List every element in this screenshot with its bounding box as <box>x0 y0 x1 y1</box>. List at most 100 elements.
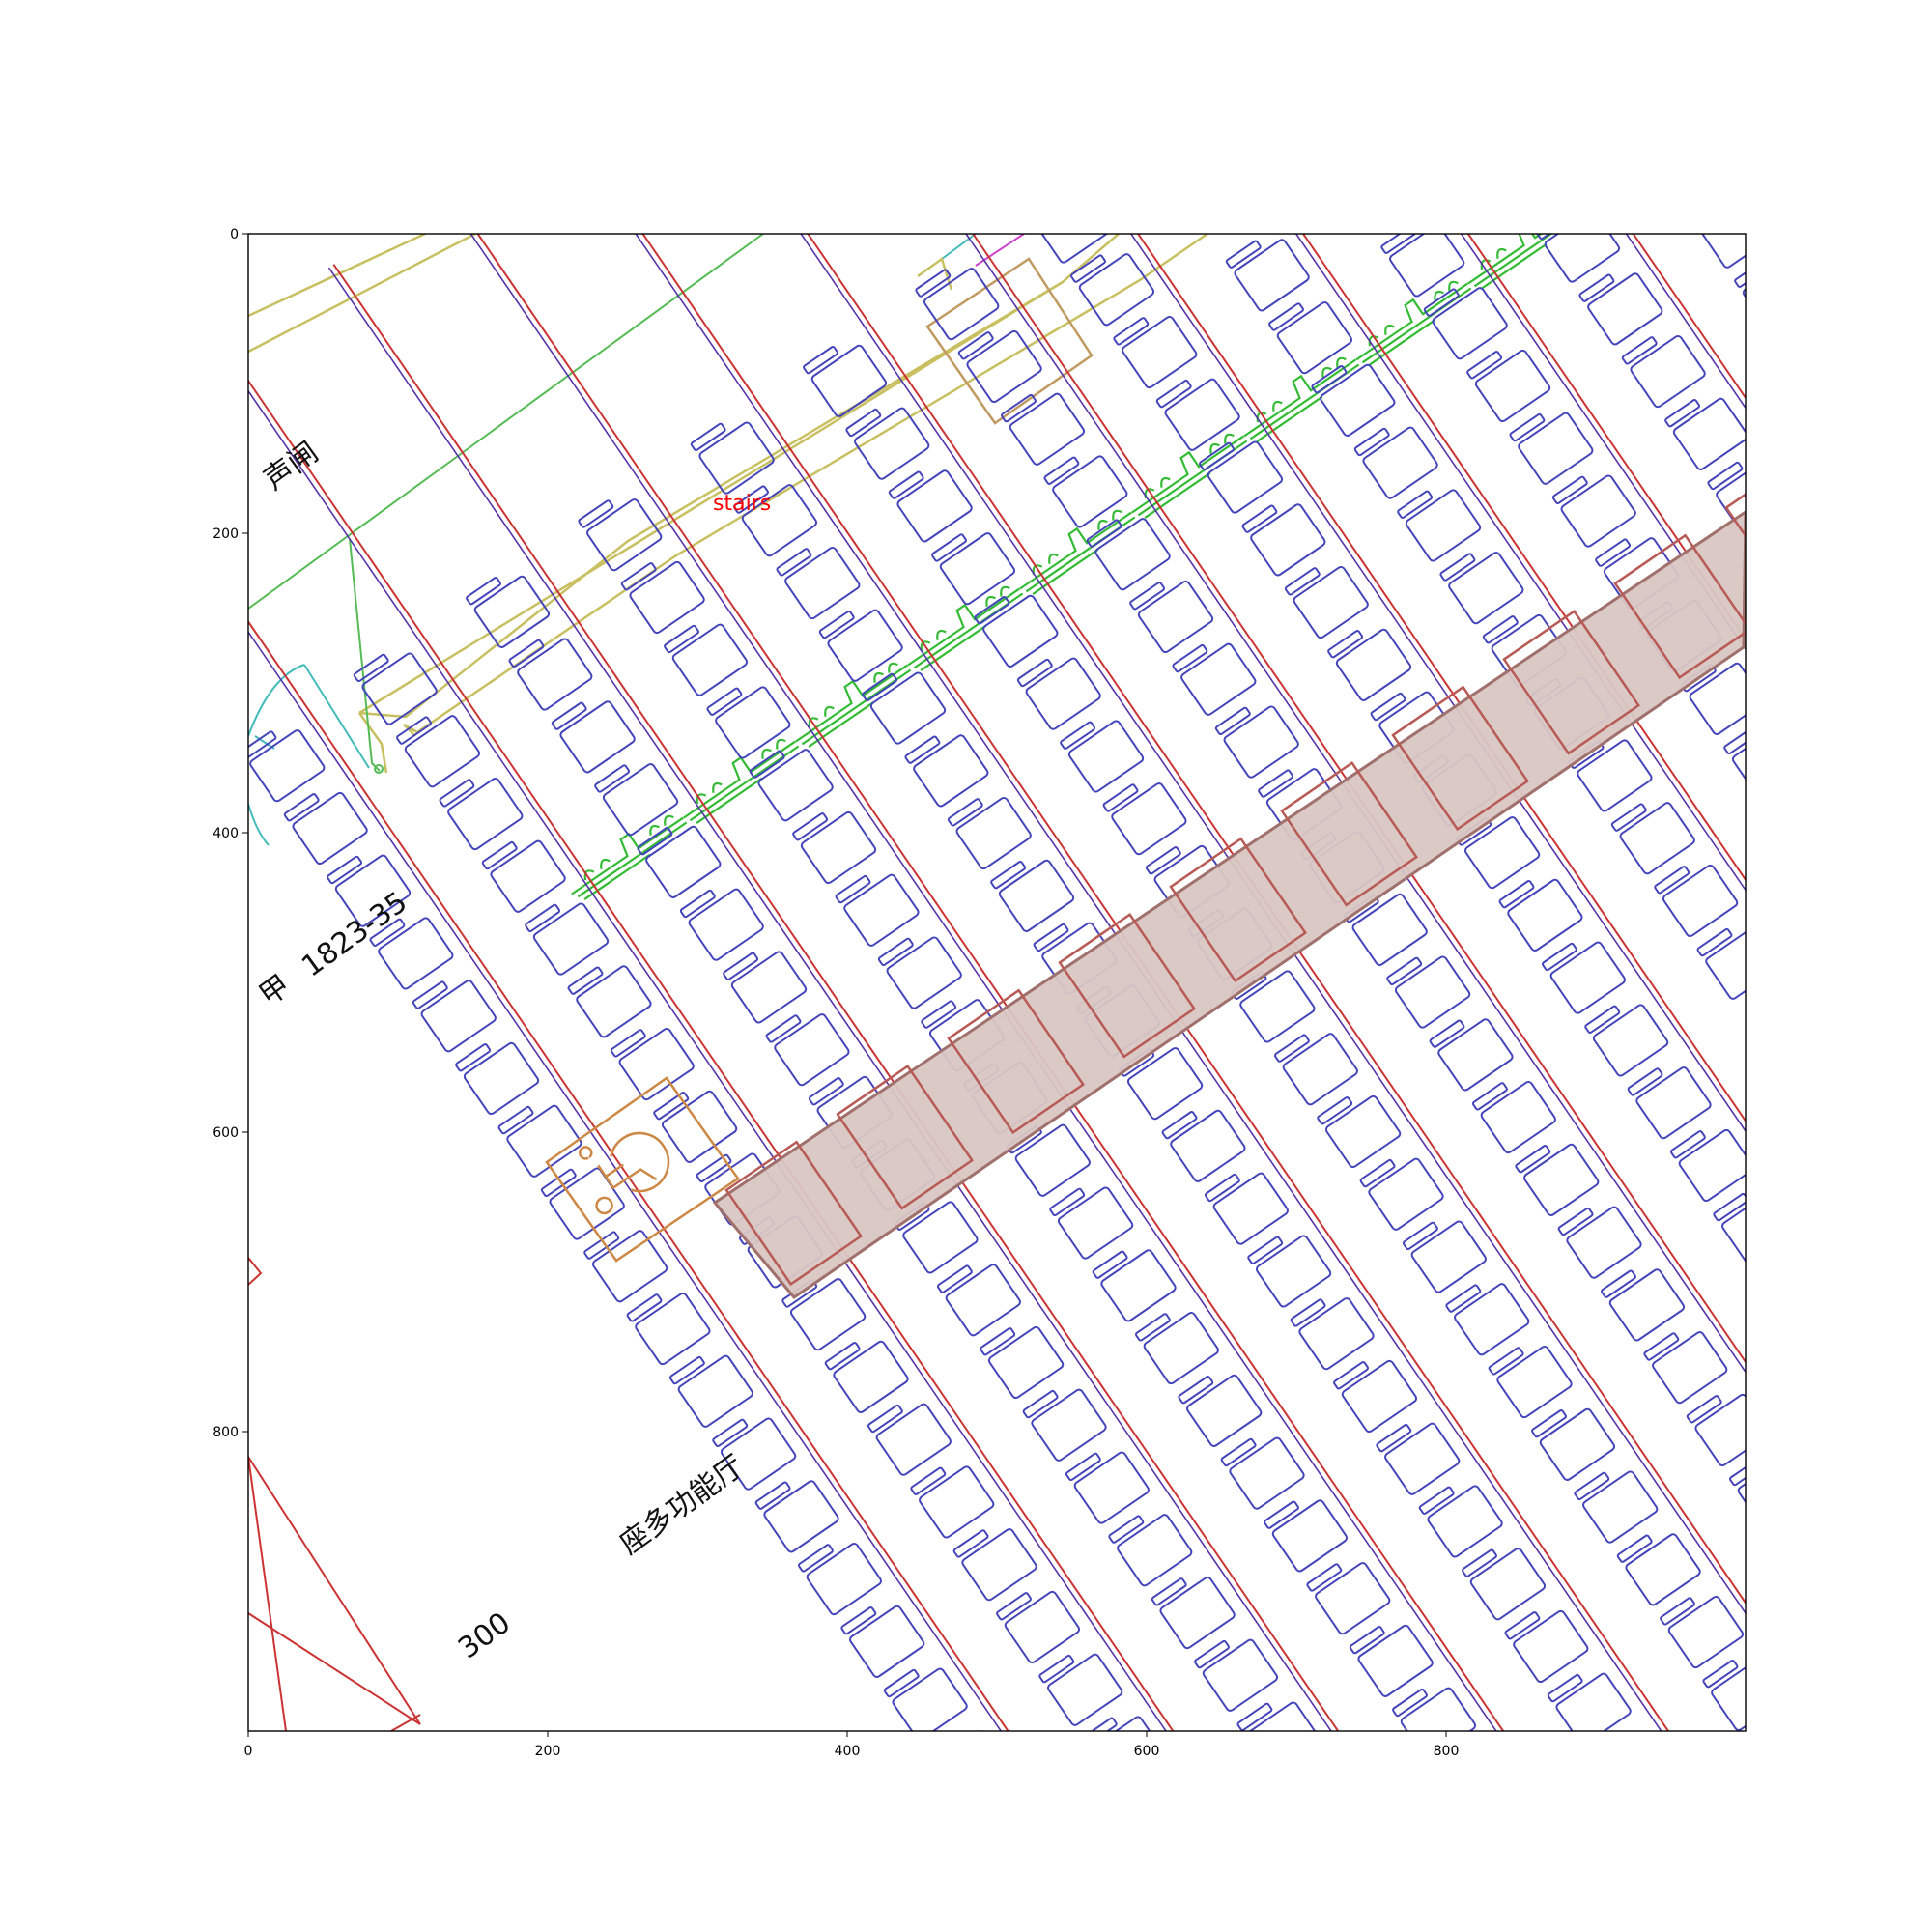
seat <box>620 560 705 635</box>
seat <box>1317 1094 1402 1169</box>
seat <box>1557 1206 1642 1279</box>
y-axis: 0 200 400 600 800 <box>213 227 248 1440</box>
stair-step <box>1169 837 1308 983</box>
seat <box>867 1403 952 1476</box>
seat <box>1386 955 1471 1029</box>
x-tick-0: 0 <box>244 1731 252 1759</box>
column-box <box>925 257 1094 425</box>
seat <box>1729 1456 1746 1529</box>
seat <box>1264 1499 1349 1573</box>
seat <box>1273 1033 1358 1106</box>
seat <box>1290 1297 1375 1371</box>
seat <box>797 1542 882 1616</box>
stair-step <box>836 1065 975 1210</box>
wheelchair-icon <box>579 1131 670 1215</box>
seat-grid <box>248 234 1746 1731</box>
seat <box>1509 412 1594 485</box>
partition-lines <box>248 234 1025 846</box>
seat <box>497 1104 582 1178</box>
seat <box>1584 1004 1669 1077</box>
seat <box>754 1480 839 1553</box>
stair-step <box>1280 761 1419 907</box>
seat <box>1734 258 1746 331</box>
svg-text:800: 800 <box>213 1425 239 1440</box>
svg-text:400: 400 <box>213 826 239 841</box>
x-tick-800: 800 <box>1434 1731 1460 1759</box>
seat <box>803 344 888 417</box>
seat <box>1397 489 1482 562</box>
seat <box>706 686 791 759</box>
seat <box>1199 440 1284 514</box>
seat <box>1471 1080 1556 1154</box>
seat <box>1429 1018 1514 1092</box>
seat <box>1392 1687 1477 1731</box>
seat <box>1574 1470 1659 1544</box>
seat <box>353 652 438 725</box>
seat <box>578 498 663 572</box>
seat <box>818 609 903 682</box>
seat <box>1086 518 1171 591</box>
railing <box>1243 356 1360 442</box>
seat <box>369 917 454 990</box>
svg-text:600: 600 <box>1134 1744 1160 1759</box>
seat <box>888 469 973 543</box>
seat <box>1376 1422 1461 1495</box>
railing <box>683 738 800 824</box>
seat <box>525 902 610 976</box>
seat <box>1359 1157 1444 1231</box>
seat <box>910 1465 995 1539</box>
seat <box>455 1041 540 1116</box>
seat <box>594 763 679 837</box>
stairs-annotation: stairs <box>713 492 771 516</box>
seat <box>1327 628 1412 701</box>
seat <box>792 810 877 885</box>
svg-text:200: 200 <box>535 1744 561 1759</box>
seat <box>1204 1172 1289 1245</box>
seat <box>1504 1609 1589 1684</box>
seat <box>1627 1066 1712 1140</box>
seat <box>749 749 834 822</box>
seat <box>1151 1576 1236 1650</box>
seat <box>1333 1359 1418 1434</box>
seat <box>883 1667 968 1731</box>
seat <box>1699 234 1746 269</box>
seat <box>1536 234 1621 283</box>
svg-text:800: 800 <box>1434 1744 1460 1759</box>
seat <box>947 796 1032 870</box>
seat <box>1155 378 1240 451</box>
x-tick-200: 200 <box>535 1731 561 1759</box>
seat <box>1418 1485 1503 1558</box>
seat <box>1621 334 1706 409</box>
seat <box>862 671 947 745</box>
seat <box>1462 1548 1547 1621</box>
railing <box>795 662 912 748</box>
seat <box>1236 1701 1321 1731</box>
seat <box>1038 1653 1123 1726</box>
seat <box>980 1325 1065 1400</box>
y-tick-200: 200 <box>213 526 248 542</box>
seat <box>1643 1331 1728 1405</box>
svg-text:0: 0 <box>230 227 239 242</box>
seat <box>690 421 775 495</box>
seat <box>1498 878 1583 952</box>
x-axis: 0 200 400 600 800 <box>244 1731 1460 1759</box>
y-tick-400: 400 <box>213 826 248 841</box>
seat <box>664 623 749 696</box>
seat <box>1081 1716 1166 1731</box>
seat <box>668 1354 753 1428</box>
seat <box>1578 272 1663 346</box>
stair-step <box>1058 913 1197 1059</box>
seat <box>637 825 722 898</box>
seat <box>845 407 930 480</box>
seat <box>1065 1451 1150 1524</box>
seat <box>1247 1235 1332 1308</box>
seat <box>508 638 593 711</box>
svg-text:200: 200 <box>213 526 239 542</box>
ramp-structure <box>248 234 1208 774</box>
seat <box>974 594 1059 668</box>
seat <box>1092 1249 1177 1322</box>
seat <box>551 700 636 774</box>
seat <box>1353 426 1438 499</box>
seat <box>1696 926 1746 1000</box>
